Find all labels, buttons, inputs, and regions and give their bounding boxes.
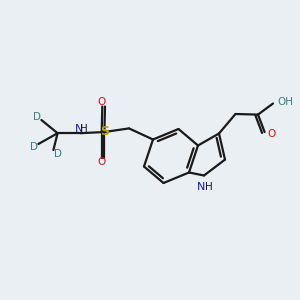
Text: H: H [205, 182, 212, 193]
Text: OH: OH [278, 97, 293, 107]
Text: H: H [80, 124, 88, 134]
Text: D: D [30, 142, 38, 152]
Text: D: D [54, 149, 61, 159]
Text: O: O [97, 157, 106, 167]
Text: N: N [75, 124, 84, 134]
Text: S: S [100, 125, 109, 139]
Text: O: O [268, 129, 276, 140]
Text: D: D [33, 112, 41, 122]
Text: O: O [98, 97, 106, 107]
Text: N: N [197, 182, 205, 193]
